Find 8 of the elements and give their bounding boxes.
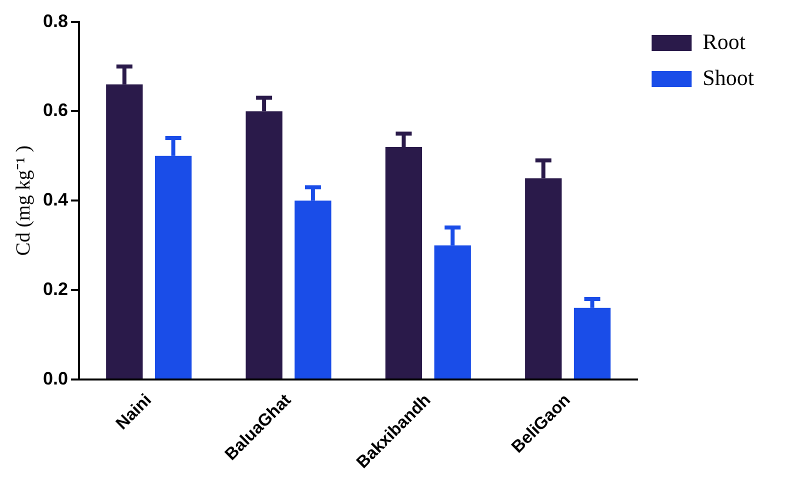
y-tick-label: 0.8 [42, 10, 68, 31]
legend-label: Shoot [702, 64, 754, 90]
y-tick-label: 0.0 [42, 368, 68, 388]
y-tick-label: 0.4 [42, 190, 68, 210]
y-tick-label: 0.2 [42, 279, 68, 299]
y-axis-title: Cd (mg kg⁻¹ ) [12, 146, 34, 256]
y-tick-label: 0.6 [42, 100, 68, 120]
legend-label: Root [702, 28, 746, 54]
